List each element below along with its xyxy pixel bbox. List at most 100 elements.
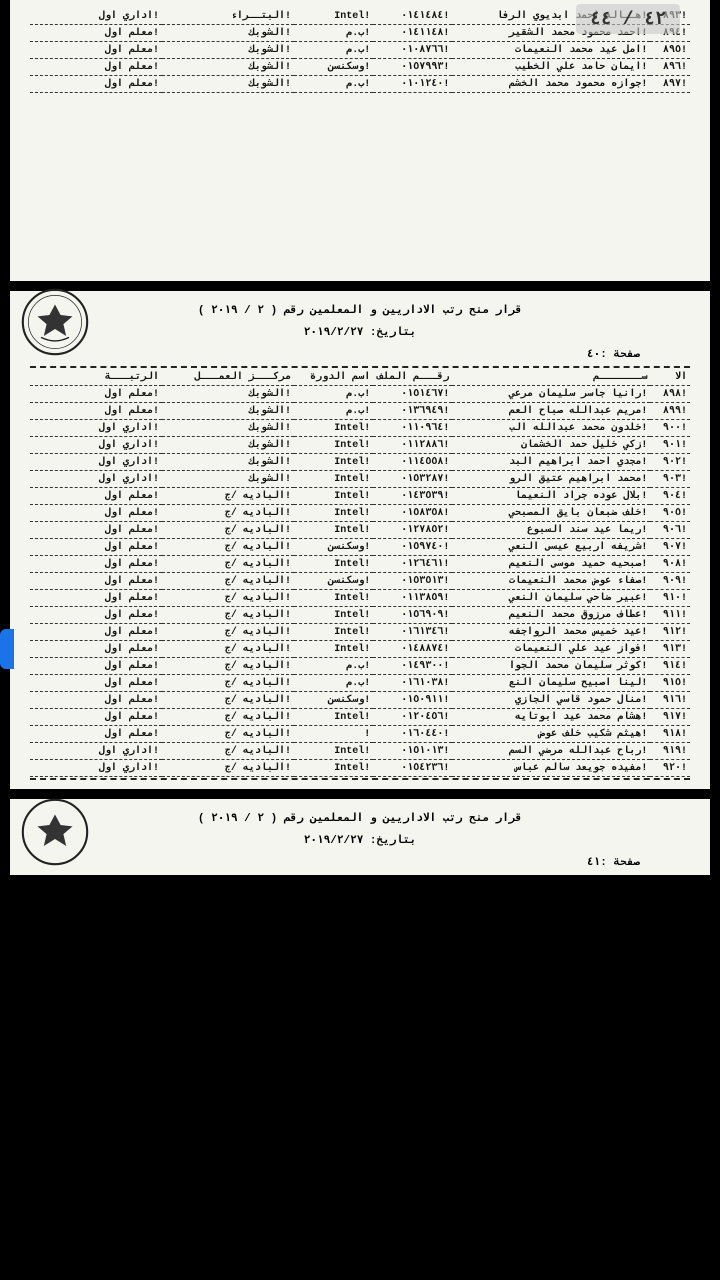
cell-n: !٩١٩ bbox=[650, 743, 690, 760]
cell-center: !الباديه /ج bbox=[162, 641, 294, 658]
cell-course: !ب.م bbox=[294, 386, 373, 403]
col-course: اسم الدورة bbox=[294, 369, 373, 386]
col-name: ســـــــم bbox=[452, 369, 650, 386]
cell-n: !٩١٠ bbox=[650, 590, 690, 607]
cell-n: !٨٩٥ bbox=[650, 42, 690, 59]
cell-n: !٩٠٢ bbox=[650, 454, 690, 471]
cell-center: !الشوبك bbox=[162, 76, 294, 93]
cell-file: !٠١٥٠٩١١ bbox=[373, 692, 452, 709]
cell-n: !٩٠٠ bbox=[650, 420, 690, 437]
cell-name: !هشام محمد عيد ابوتايه bbox=[452, 709, 650, 726]
cell-file: !٠١١٢٨٨٦ bbox=[373, 437, 452, 454]
cell-course: !Intel bbox=[294, 624, 373, 641]
cell-file: !٠١٦١٣٤٦ bbox=[373, 624, 452, 641]
page-partial-bottom: قرار منح رتب الاداريين و المعلمين رقم ( … bbox=[10, 799, 710, 875]
table-row: !٩١٦!منال حمود قاسي الجازي!٠١٥٠٩١١!وسكنس… bbox=[30, 692, 690, 709]
cell-course: !ب.م bbox=[294, 25, 373, 42]
cell-rank: !معلم اول bbox=[30, 607, 162, 624]
cell-n: !٩٠٣ bbox=[650, 471, 690, 488]
cell-rank: !معلم اول bbox=[30, 624, 162, 641]
cell-rank: !معلم اول bbox=[30, 556, 162, 573]
cell-file: !٠١١٣٨٥٩ bbox=[373, 590, 452, 607]
cell-name: !عطاف مرزوق محمد النعيم bbox=[452, 607, 650, 624]
cell-course: !Intel bbox=[294, 471, 373, 488]
page-partial-top: ٤٢ / ٤٤ !٨٩٣!هــاله احمد ابديوي الرفا!٠١… bbox=[10, 0, 710, 281]
cell-center: !الباديه /ج bbox=[162, 675, 294, 692]
cell-rank: !معلم اول bbox=[30, 539, 162, 556]
cell-n: !٩١٨ bbox=[650, 726, 690, 743]
cell-rank: !معلم اول bbox=[30, 505, 162, 522]
doc-title-1: قرار منح رتب الاداريين و المعلمين رقم ( … bbox=[30, 299, 690, 321]
col-center: مركـــز العمـــل bbox=[162, 369, 294, 386]
cell-file: !٠١٤٨٨٧٤ bbox=[373, 641, 452, 658]
cell-rank: !معلم اول bbox=[30, 488, 162, 505]
table-row: !٩٢٠!مفيده جويعد سالم عباس!٠١٥٤٢٣٦!Intel… bbox=[30, 760, 690, 777]
table-row: !٨٩٩!مريم عبدالله صباح العم!٠١٣٦٩٤٩!ب.م!… bbox=[30, 403, 690, 420]
cell-n: !٩١١ bbox=[650, 607, 690, 624]
table-row: !٩٠١!زكي خليل حمد الخشمان!٠١١٢٨٨٦!Intel!… bbox=[30, 437, 690, 454]
cell-course: !Intel bbox=[294, 556, 373, 573]
cell-course: !ب.م bbox=[294, 76, 373, 93]
page-number: صفحة :٤٠ bbox=[30, 343, 690, 365]
cell-file: !٠١٢٦٤٦١ bbox=[373, 556, 452, 573]
table-row: !٩٠٤!بلال عوده جراد النعيما!٠١٤٣٥٣٩!Inte… bbox=[30, 488, 690, 505]
cell-center: !الشوبك bbox=[162, 471, 294, 488]
cell-course: !وسكنسن bbox=[294, 539, 373, 556]
doc-title-1b: قرار منح رتب الاداريين و المعلمين رقم ( … bbox=[30, 807, 690, 829]
cell-file: !٠١٥٧٩٩٣ bbox=[373, 59, 452, 76]
cell-file: !٠١٥٨٣٥٨ bbox=[373, 505, 452, 522]
cell-rank: !معلم اول bbox=[30, 386, 162, 403]
table-row: !٩١٩!رباح عبدالله مرضي السم!٠١٥١٠١٣!Inte… bbox=[30, 743, 690, 760]
cell-file: !٠١٢٧٨٥٢ bbox=[373, 522, 452, 539]
table-row: !٩١٨!هيثم شكيب خلف عوض!٠١٦٠٤٤٠!!الباديه … bbox=[30, 726, 690, 743]
cell-file: !٠١٣٦٩٤٩ bbox=[373, 403, 452, 420]
cell-rank: !معلم اول bbox=[30, 675, 162, 692]
table-main: الا ســـــــم رقـــم الملف اسم الدورة مر… bbox=[30, 369, 690, 777]
cell-center: !الباديه /ج bbox=[162, 624, 294, 641]
table-row: !٩١٧!هشام محمد عيد ابوتايه!٠١٢٠٤٥٦!Intel… bbox=[30, 709, 690, 726]
cell-course: !وسكنسن bbox=[294, 59, 373, 76]
cell-file: !٠١٤١١٤٨ bbox=[373, 25, 452, 42]
cell-rank: !معلم اول bbox=[30, 59, 162, 76]
cell-name: !زكي خليل حمد الخشمان bbox=[452, 437, 650, 454]
page-main: قرار منح رتب الاداريين و المعلمين رقم ( … bbox=[10, 291, 710, 789]
cell-center: !الباديه /ج bbox=[162, 607, 294, 624]
cell-n: !٩١٦ bbox=[650, 692, 690, 709]
cell-name: !صبحيه حميد موسى النعيم bbox=[452, 556, 650, 573]
side-tab-icon[interactable] bbox=[0, 629, 14, 669]
cell-file: !٠١٤٣٥٣٩ bbox=[373, 488, 452, 505]
cell-rank: !معلم اول bbox=[30, 25, 162, 42]
table-row: !٩١٣!فواز عيد علي النعيمات!٠١٤٨٨٧٤!Intel… bbox=[30, 641, 690, 658]
cell-name: !فواز عيد علي النعيمات bbox=[452, 641, 650, 658]
cell-n: !٨٩٨ bbox=[650, 386, 690, 403]
cell-course: !وسكنسن bbox=[294, 692, 373, 709]
cell-center: !الباديه /ج bbox=[162, 726, 294, 743]
cell-center: !الشوبك bbox=[162, 25, 294, 42]
cell-name: !عبير ضاحي سليمان النعي bbox=[452, 590, 650, 607]
cell-rank: !معلم اول bbox=[30, 641, 162, 658]
cell-file: !٠١٢٠٤٥٦ bbox=[373, 709, 452, 726]
table-row: !٨٩٦!ايمان حامد علي الخطيب!٠١٥٧٩٩٣!وسكنس… bbox=[30, 59, 690, 76]
cell-center: !الباديه /ج bbox=[162, 743, 294, 760]
cell-course: !Intel bbox=[294, 641, 373, 658]
cell-rank: !معلم اول bbox=[30, 76, 162, 93]
cell-n: !٩٠١ bbox=[650, 437, 690, 454]
cell-course: !ب.م bbox=[294, 658, 373, 675]
cell-center: !الشوبك bbox=[162, 454, 294, 471]
cell-rank: !معلم اول bbox=[30, 573, 162, 590]
cell-name: !بلال عوده جراد النعيما bbox=[452, 488, 650, 505]
cell-name: !صفاء عوض محمد النعيمات bbox=[452, 573, 650, 590]
table-row: !٨٩٥!امل عيد محمد النعيمات!٠١٠٨٧٦٦!ب.م!ا… bbox=[30, 42, 690, 59]
cell-rank: !اداري اول bbox=[30, 760, 162, 777]
table-row: !٩١٥!لينا اصبيح سليمان النع!٠١٦١٠٣٨!ب.م!… bbox=[30, 675, 690, 692]
cell-course: !Intel bbox=[294, 488, 373, 505]
cell-n: !٩٠٦ bbox=[650, 522, 690, 539]
cell-n: !٨٩٦ bbox=[650, 59, 690, 76]
cell-course: ! bbox=[294, 726, 373, 743]
cell-rank: !اداري اول bbox=[30, 454, 162, 471]
table-row: !٩٠٨!صبحيه حميد موسى النعيم!٠١٢٦٤٦١!Inte… bbox=[30, 556, 690, 573]
cell-rank: !اداري اول bbox=[30, 8, 162, 25]
cell-name: !عيد خميس محمد الرواجفه bbox=[452, 624, 650, 641]
cell-center: !الباديه /ج bbox=[162, 522, 294, 539]
table-row: !٨٩٨!رانيا جاسر سليمان مرعي!٠١٥١٤٦٧!ب.م!… bbox=[30, 386, 690, 403]
